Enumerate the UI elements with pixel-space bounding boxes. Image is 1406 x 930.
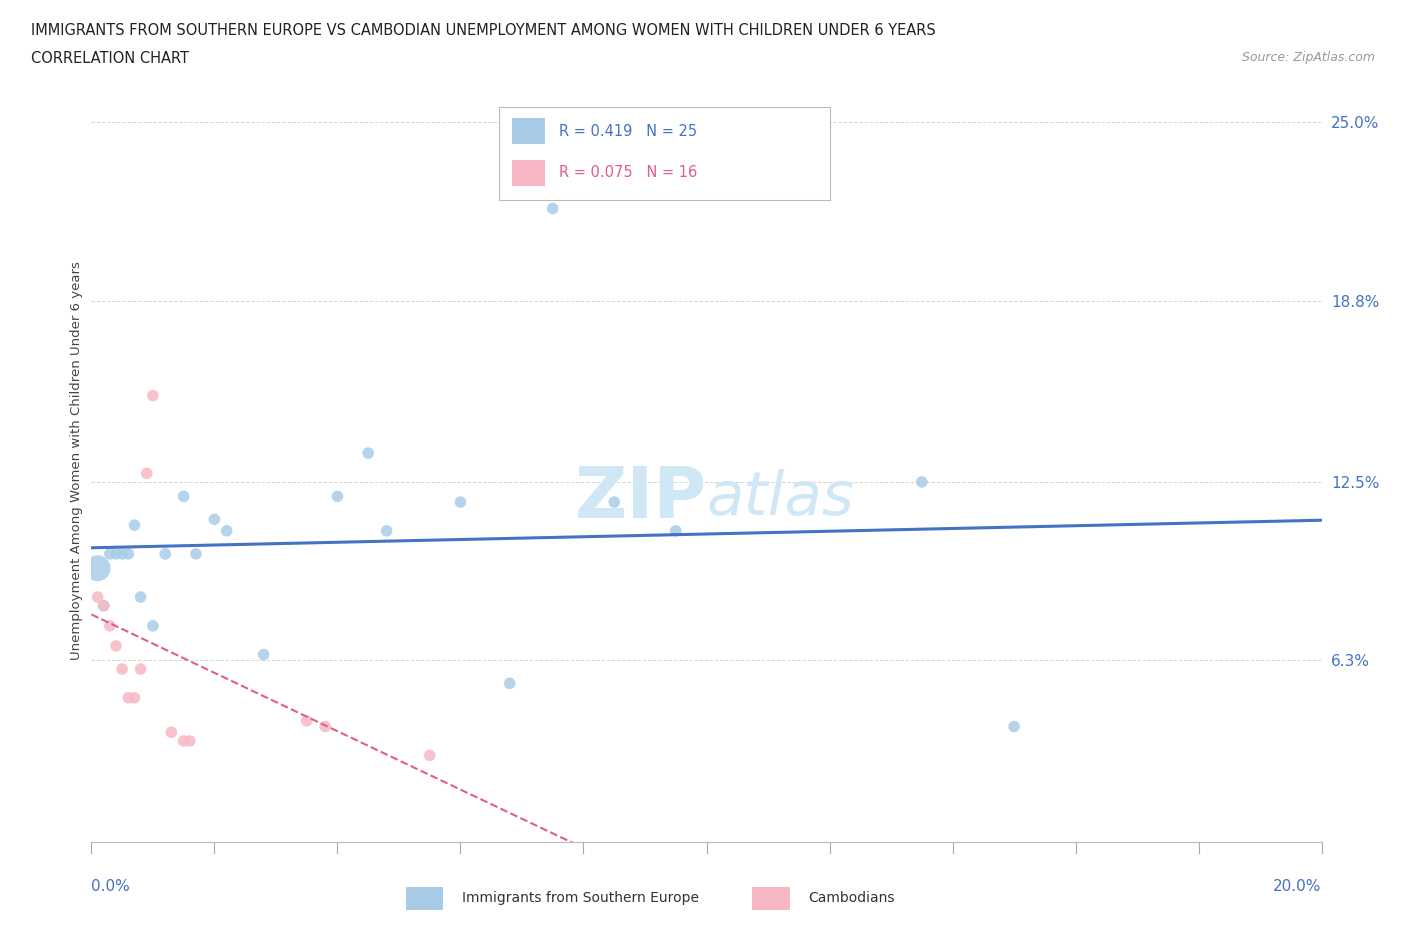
Point: [1002, 719, 1025, 734]
Point: [202, 512, 225, 526]
Text: R = 0.075   N = 16: R = 0.075 N = 16: [558, 166, 697, 180]
Point: [449, 495, 471, 510]
Point: [215, 524, 238, 538]
Point: [253, 647, 276, 662]
Point: [665, 524, 688, 538]
Text: 20.0%: 20.0%: [1274, 879, 1322, 894]
Point: [105, 639, 127, 654]
Text: 0.0%: 0.0%: [91, 879, 131, 894]
Text: Source: ZipAtlas.com: Source: ZipAtlas.com: [1241, 51, 1375, 64]
Point: [179, 734, 201, 749]
Point: [142, 388, 165, 403]
Point: [93, 598, 115, 613]
Point: [160, 724, 183, 739]
Point: [86, 590, 108, 604]
Point: [124, 518, 146, 533]
Text: CORRELATION CHART: CORRELATION CHART: [31, 51, 188, 66]
Point: [911, 474, 934, 489]
Point: [142, 618, 165, 633]
Point: [86, 561, 108, 576]
Point: [105, 547, 127, 562]
Text: IMMIGRANTS FROM SOUTHERN EUROPE VS CAMBODIAN UNEMPLOYMENT AMONG WOMEN WITH CHILD: IMMIGRANTS FROM SOUTHERN EUROPE VS CAMBO…: [31, 23, 935, 38]
Point: [498, 676, 520, 691]
Point: [117, 690, 139, 705]
Point: [135, 466, 157, 481]
Point: [184, 547, 207, 562]
Point: [93, 598, 115, 613]
FancyBboxPatch shape: [512, 160, 546, 186]
Point: [129, 590, 152, 604]
Point: [153, 547, 177, 562]
Point: [98, 547, 121, 562]
Point: [314, 719, 336, 734]
Point: [111, 661, 134, 676]
Point: [541, 201, 564, 216]
Point: [129, 661, 152, 676]
FancyBboxPatch shape: [512, 118, 546, 144]
Point: [111, 547, 134, 562]
Text: Immigrants from Southern Europe: Immigrants from Southern Europe: [461, 891, 699, 905]
FancyBboxPatch shape: [752, 887, 790, 910]
Point: [357, 445, 380, 460]
Text: Cambodians: Cambodians: [808, 891, 894, 905]
Point: [117, 547, 139, 562]
FancyBboxPatch shape: [406, 887, 443, 910]
Point: [295, 713, 318, 728]
Point: [326, 489, 349, 504]
Text: atlas: atlas: [706, 469, 855, 528]
Point: [419, 748, 441, 763]
Point: [124, 690, 146, 705]
Point: [375, 524, 398, 538]
Text: ZIP: ZIP: [574, 464, 706, 533]
Text: R = 0.419   N = 25: R = 0.419 N = 25: [558, 124, 697, 139]
Point: [173, 489, 195, 504]
Point: [98, 618, 121, 633]
Point: [603, 495, 626, 510]
Y-axis label: Unemployment Among Women with Children Under 6 years: Unemployment Among Women with Children U…: [70, 261, 83, 659]
Point: [173, 734, 195, 749]
